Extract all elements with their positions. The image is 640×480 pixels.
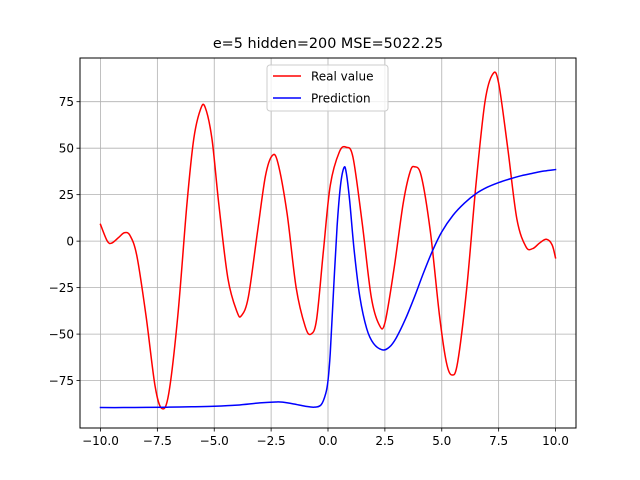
y-tick-label: 50 — [59, 142, 74, 156]
y-tick-label: −50 — [49, 328, 74, 342]
x-tick-label: 2.5 — [375, 434, 394, 448]
x-tick-label: 0.0 — [318, 434, 337, 448]
y-tick-label: 25 — [59, 188, 74, 202]
series-line-prediction — [99, 165, 557, 409]
x-tick-label: 10.0 — [542, 434, 569, 448]
legend-label-real-value: Real value — [311, 70, 373, 84]
x-tick-label: 7.5 — [489, 434, 508, 448]
x-tick-label: −5.0 — [200, 434, 229, 448]
y-tick-label: 75 — [59, 95, 74, 109]
y-tick-label: 0 — [66, 235, 74, 249]
series-lines — [99, 71, 557, 410]
y-axis: −75 −50 −25 0 25 50 75 — [49, 95, 80, 388]
x-tick-label: −10.0 — [82, 434, 119, 448]
legend-label-prediction: Prediction — [311, 92, 371, 106]
legend: Real value Prediction — [266, 64, 389, 112]
y-tick-label: −75 — [49, 374, 74, 388]
grid — [80, 58, 576, 428]
y-tick-label: −25 — [49, 281, 74, 295]
x-tick-label: −7.5 — [143, 434, 172, 448]
x-tick-label: −2.5 — [257, 434, 286, 448]
x-axis: −10.0 −7.5 −5.0 −2.5 0.0 2.5 5.0 7.5 10.0 — [82, 428, 569, 448]
x-tick-label: 5.0 — [432, 434, 451, 448]
chart-title: e=5 hidden=200 MSE=5022.25 — [213, 36, 443, 52]
plot-area — [79, 57, 577, 429]
series-line-real-value — [99, 71, 557, 410]
